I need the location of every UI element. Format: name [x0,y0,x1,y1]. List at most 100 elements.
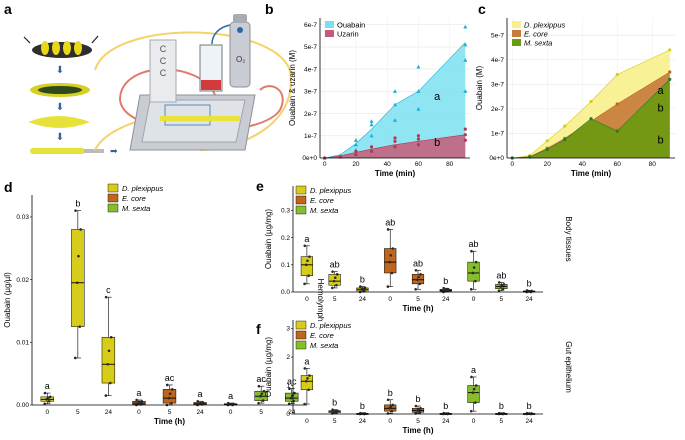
data-point [389,254,393,257]
data-point [289,396,293,400]
x-tick-label: 24 [359,418,367,425]
significance-letter: a [304,234,309,244]
data-point [307,388,310,392]
x-tick-label: 0 [510,161,514,168]
data-point [48,395,52,399]
data-point [354,153,358,157]
tissue-label: Hemolymph [316,279,325,322]
data-point [391,403,395,407]
svg-text:C: C [160,68,167,78]
data-point [307,274,310,277]
box-body [71,229,85,327]
y-tick-label: 0.2 [281,235,290,242]
data-point [417,408,420,411]
data-point [104,394,108,397]
data-point [308,374,311,377]
oxygen-cylinder-icon: O₂ [229,14,251,88]
legend-label: E. core [524,30,548,39]
data-point [386,228,390,231]
data-point [472,387,476,391]
data-point [305,379,308,383]
data-point [416,89,421,93]
data-point [474,384,478,387]
data-point [525,289,529,292]
x-tick-label: 24 [288,409,296,416]
chart-b: b 0e+0 1e-7 2e-7 3e-7 4e-7 5e-7 6e-7 0 20 40 60 80 a b… [265,1,470,178]
data-point [201,401,205,404]
y-tick-label: 3e-7 [491,82,504,89]
significance-letter: ab [496,270,506,280]
o2-label: O₂ [236,55,245,64]
significance-letter: ab [385,217,395,227]
data-point [306,259,309,263]
legend-swatch [107,203,119,213]
significance-letter: a [471,365,476,375]
x-tick-label: 24 [525,296,533,303]
svg-text:⬇: ⬇ [56,132,64,143]
box-body [300,256,313,276]
y-tick-label: 5e-7 [491,32,504,39]
data-point [140,399,144,403]
data-point [363,286,367,290]
y-tick-label: 0.0 [281,289,290,296]
x-axis-label: Time (min) [571,169,612,178]
data-point [260,392,264,396]
data-point [500,284,504,287]
data-point [414,268,418,272]
data-point [227,401,230,405]
data-point [361,287,365,290]
data-point [470,375,473,379]
data-point [419,407,422,410]
y-tick-label: 0e+0 [489,155,504,162]
chart-e: e 0.0 0.1 0.2 0.3 a 0 ab 5 b 24 ab 0 ab 5 b 24 ab 0 ab 5 b 24 T… [256,178,573,313]
y-tick-label: 4e-7 [304,66,317,73]
data-point [391,247,395,250]
data-point [474,279,477,283]
legend-swatch [325,30,334,37]
chart-d: d0.000.010.020.03a0b5c24a0ac5a24a0ac5ac2… [3,179,325,426]
data-point [303,244,307,248]
x-tick-label: 40 [579,161,587,168]
significance-letter: b [75,199,80,209]
data-point [259,394,262,398]
data-point [474,401,477,404]
svg-text:➡: ➡ [110,146,118,156]
y-tick-label: 0 [286,411,290,418]
data-point [463,58,468,62]
legend-swatch [295,205,307,215]
y-tick-label: 0.01 [16,340,29,347]
data-point [168,392,172,396]
significance-letter: b [388,388,393,398]
panel-a-label: a [4,1,12,17]
data-point [171,388,174,391]
area-m-sexta [512,79,670,158]
chart-f: f 0 1 2 3 a 0 b 5 b 24 b 0 b 5 b 24 a 0 b 5 b 24 Time (h) Ouabai… [256,320,573,435]
data-point [668,77,672,82]
data-point [257,401,260,405]
legend-label: M. sexta [122,204,150,213]
data-point [261,399,265,402]
data-point [303,402,306,406]
legend-swatch [295,185,307,195]
x-tick-label: 5 [416,296,420,303]
x-tick-label: 24 [442,296,450,303]
data-point [167,396,171,400]
data-point [47,399,51,403]
x-tick-label: 0 [45,409,49,416]
data-point [416,134,421,138]
significance-letter: a [45,381,50,391]
box-body [162,389,177,404]
legend-label: Ouabain [337,21,365,30]
legend-swatch [512,39,521,46]
data-point [43,391,47,395]
data-point [369,133,374,138]
x-tick-label: 5 [76,409,80,416]
data-point [369,149,374,153]
significance-letter: a [198,389,203,399]
box-body [384,248,397,274]
y-tick-label: 2e-7 [491,106,504,113]
y-tick-label: 0.00 [16,402,29,409]
panel-c-label: c [478,1,486,17]
box-body [328,274,341,286]
data-point [386,285,390,288]
